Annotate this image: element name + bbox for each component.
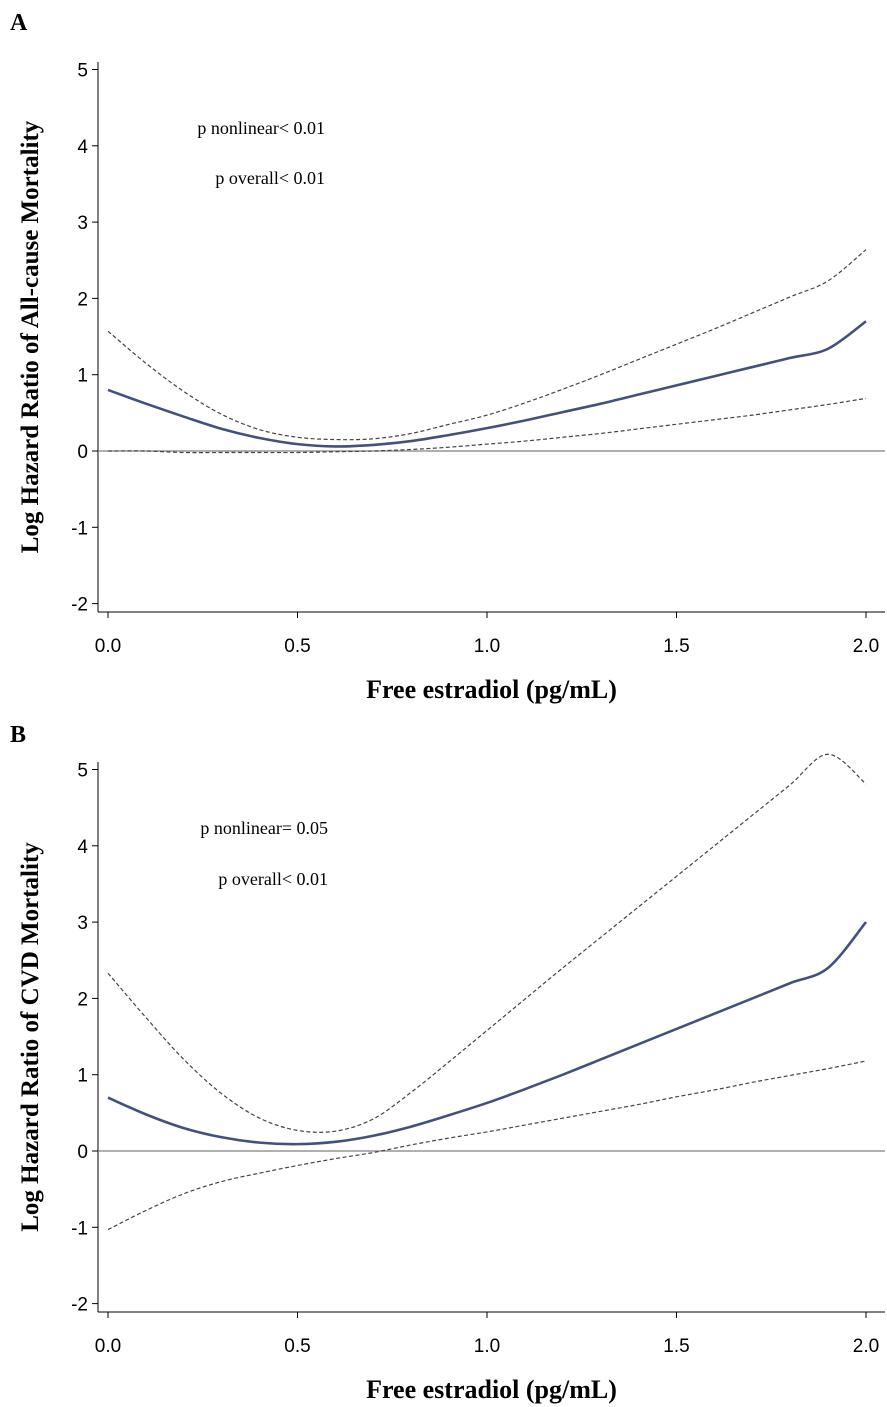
p-overall-annotation: p overall< 0.01 xyxy=(215,168,325,188)
y-axis-label: Log Hazard Ratio of CVD Mortality xyxy=(17,842,44,1232)
y-tick-label: 2 xyxy=(77,289,88,310)
x-tick-label: 0.5 xyxy=(284,1336,310,1357)
y-axis-label: Log Hazard Ratio of All-cause Mortality xyxy=(17,120,44,553)
estimate-line xyxy=(107,320,867,448)
y-tick-label: -2 xyxy=(71,595,88,616)
y-tick-label: 0 xyxy=(77,1142,88,1163)
y-tick-label: 5 xyxy=(77,761,88,782)
y-tick-label: 2 xyxy=(77,989,88,1010)
x-tick-label: 1.5 xyxy=(663,636,689,657)
x-tick-label: 2.0 xyxy=(853,636,879,657)
y-tick-label: 4 xyxy=(77,137,88,158)
y-tick-label: 1 xyxy=(77,1066,88,1087)
x-axis-label: Free estradiol (pg/mL) xyxy=(366,1375,617,1404)
y-tick-label: 3 xyxy=(77,913,88,934)
x-tick-label: 0.0 xyxy=(95,1336,121,1357)
lower-ci-line xyxy=(107,1060,867,1231)
y-tick-label: -1 xyxy=(71,1218,88,1239)
panel-letter: B xyxy=(10,722,26,748)
p-nonlinear-annotation: p nonlinear< 0.01 xyxy=(197,118,325,138)
x-tick-label: 1.0 xyxy=(474,1336,500,1357)
y-tick-label: 4 xyxy=(77,837,88,858)
y-tick-label: -2 xyxy=(71,1295,88,1316)
y-tick-label: 3 xyxy=(77,213,88,234)
chart-panel-a: A -2 -1 0 1 2 3 4 5 0.0 0.5 1.0 1.5 2.0 p nonlinear< 0… xyxy=(10,10,885,704)
y-tick-label: -1 xyxy=(71,518,88,539)
x-axis-label: Free estradiol (pg/mL) xyxy=(366,675,617,704)
x-tick-label: 1.5 xyxy=(663,1336,689,1357)
upper-ci-line xyxy=(107,249,867,441)
x-tick-label: 2.0 xyxy=(853,1336,879,1357)
panel-letter: A xyxy=(10,10,28,36)
x-tick-label: 0.5 xyxy=(284,636,310,657)
y-tick-label: 0 xyxy=(77,442,88,463)
y-tick-label: 5 xyxy=(77,61,88,82)
p-overall-annotation: p overall< 0.01 xyxy=(218,869,328,889)
p-nonlinear-annotation: p nonlinear= 0.05 xyxy=(200,818,328,838)
upper-ci-line xyxy=(107,753,867,1133)
chart-panel-b: B -2 -1 0 1 2 3 4 5 0.0 0.5 1.0 1.5 2.0 p nonlinear= 0… xyxy=(10,722,885,1404)
x-tick-label: 0.0 xyxy=(95,636,121,657)
estimate-line xyxy=(107,921,868,1146)
y-tick-label: 1 xyxy=(77,366,88,387)
lower-ci-line xyxy=(107,397,867,454)
x-tick-label: 1.0 xyxy=(474,636,500,657)
